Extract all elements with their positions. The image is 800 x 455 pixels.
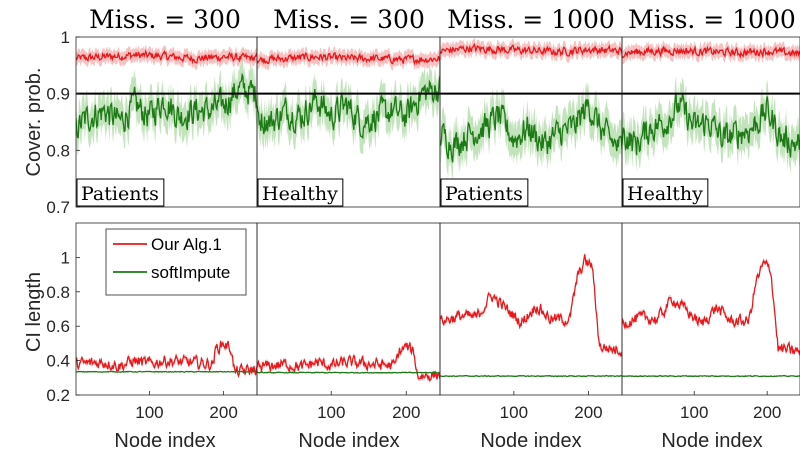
xtick-label: 200 xyxy=(392,403,420,422)
axes-frame xyxy=(256,222,441,396)
alg1-band xyxy=(440,251,622,359)
xlabel-panel-3: Node index xyxy=(480,430,581,452)
softimpute-line xyxy=(76,370,257,373)
xlabel-panel-4: Node index xyxy=(661,430,762,452)
softimpute-line xyxy=(622,374,800,378)
ytick-label: 0.9 xyxy=(46,85,70,104)
alg1-line xyxy=(76,49,257,65)
ytick-label: 0.8 xyxy=(46,283,70,302)
panel-tag-text: Healthy xyxy=(262,183,338,205)
softimpute-line xyxy=(257,75,440,140)
axes-frame xyxy=(439,222,623,396)
title-panel-3: Miss. = 1000 xyxy=(447,5,615,34)
ytick-label: 1 xyxy=(61,248,70,267)
alg1-band xyxy=(440,37,622,63)
alg1-line xyxy=(622,259,800,356)
softimpute-line xyxy=(440,99,622,163)
panel-coverage-1: Patients xyxy=(75,36,258,208)
xtick-label: 100 xyxy=(680,403,708,422)
alg1-band xyxy=(257,46,440,71)
softimpute-line xyxy=(257,371,440,374)
ytick-label: 0.8 xyxy=(46,141,70,160)
xtick-label: 100 xyxy=(317,403,345,422)
softimpute-line xyxy=(440,374,622,378)
panel-ci_length-1: 100 200 xyxy=(75,222,258,422)
xlabel-panel-2: Node index xyxy=(298,430,399,452)
alg1-line xyxy=(440,42,622,57)
panel-tag: Healthy xyxy=(622,178,709,207)
ytick-label: 0.6 xyxy=(46,317,70,336)
xtick-label: 200 xyxy=(574,403,602,422)
panel-tag: Patients xyxy=(76,178,165,207)
panel-coverage-2: Healthy xyxy=(256,36,441,208)
title-panel-2: Miss. = 300 xyxy=(273,5,425,34)
panel-ci_length-2: 100 200 xyxy=(256,222,441,422)
alg1-band xyxy=(622,258,800,357)
ytick-label: 0.4 xyxy=(46,352,70,371)
panel-tag-box xyxy=(76,178,165,207)
softimpute-line xyxy=(622,92,800,158)
panel-tag-text: Healthy xyxy=(627,183,703,205)
alg1-line xyxy=(76,340,257,378)
xtick-label: 100 xyxy=(135,403,163,422)
panel-coverage-4: Healthy xyxy=(621,36,800,208)
alg1-line xyxy=(257,51,440,66)
axes-frame xyxy=(621,222,800,396)
alg1-line xyxy=(257,342,440,382)
panel-ci_length-4: 100 200 xyxy=(621,222,800,422)
ylabel-coverage: Cover. prob. xyxy=(23,68,45,177)
title-panel-4: Miss. = 1000 xyxy=(628,5,796,34)
panel-tag-box xyxy=(622,178,709,207)
alg1-line xyxy=(622,44,800,59)
panel-ci_length-3: 100 200 xyxy=(439,222,623,422)
panel-tag-text: Patients xyxy=(445,183,523,205)
panel-tag: Healthy xyxy=(257,178,344,207)
ytick-label: 0.7 xyxy=(46,198,70,217)
panel-tag-text: Patients xyxy=(81,183,159,205)
softimpute-line xyxy=(76,72,257,139)
softimpute-band xyxy=(76,57,257,155)
ylabel-ci-length: CI length xyxy=(23,272,45,352)
xtick-label: 200 xyxy=(209,403,237,422)
panel-tag: Patients xyxy=(440,178,529,207)
panel-tag-box xyxy=(257,178,344,207)
legend-label: softImpute xyxy=(151,263,230,282)
ytick-label: 1 xyxy=(61,28,70,47)
panel-coverage-3: Patients xyxy=(439,36,623,208)
title-panel-1: Miss. = 300 xyxy=(89,5,241,34)
axes-frame xyxy=(621,36,800,208)
legend: Our Alg.1 softImpute xyxy=(105,228,247,296)
xtick-label: 200 xyxy=(753,403,781,422)
plot-layer: Patients Healthy Patients Healthy 0.7 0.8 0.9 1… xyxy=(46,28,800,422)
alg1-line xyxy=(440,254,622,357)
panel-tag-box xyxy=(440,178,529,207)
legend-label: Our Alg.1 xyxy=(151,235,222,254)
ytick-label: 0.2 xyxy=(46,386,70,405)
xlabel-panel-1: Node index xyxy=(114,430,215,452)
xtick-label: 100 xyxy=(500,403,528,422)
